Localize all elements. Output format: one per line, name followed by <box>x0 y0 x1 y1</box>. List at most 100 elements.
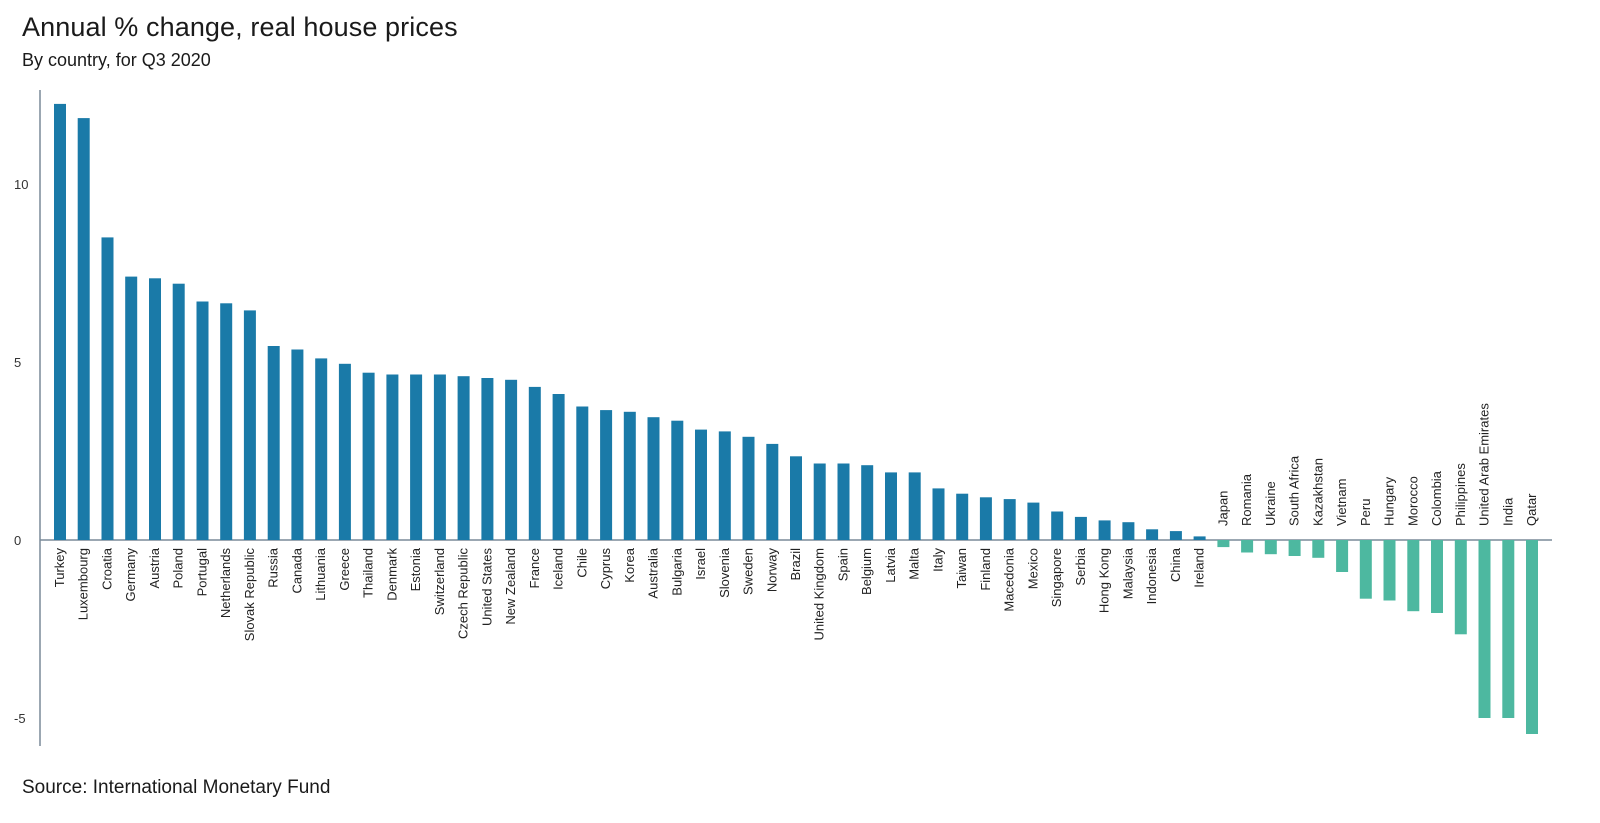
bar-indonesia <box>1146 529 1159 540</box>
bar-thailand <box>362 372 375 540</box>
bar-australia <box>647 417 660 540</box>
x-category-label: Netherlands <box>218 548 233 619</box>
bar-austria <box>149 278 161 540</box>
chart-subtitle: By country, for Q3 2020 <box>22 50 211 70</box>
x-category-label: Poland <box>171 548 186 588</box>
x-category-label: United Arab Emirates <box>1477 403 1492 526</box>
y-tick-label: 10 <box>14 177 28 192</box>
x-category-label: Russia <box>266 547 281 588</box>
bar-finland <box>979 497 992 540</box>
x-category-label: Sweden <box>741 548 756 595</box>
x-category-label: Qatar <box>1524 493 1539 526</box>
x-category-label: Slovenia <box>717 547 732 598</box>
x-axis-labels: Turkey Luxembourg Croatia Germany Austria Pol… <box>52 403 1539 642</box>
bar-hong-kong <box>1098 520 1111 540</box>
bar-italy <box>932 488 945 540</box>
x-category-label: Belgium <box>859 548 874 595</box>
bar-belgium <box>861 465 874 540</box>
x-category-label: China <box>1168 547 1183 582</box>
bar-norway <box>766 443 779 540</box>
x-category-label: Serbia <box>1073 547 1088 585</box>
bar-cyprus <box>600 410 613 540</box>
bar-singapore <box>1051 511 1064 540</box>
bar-hungary <box>1383 540 1396 601</box>
bar-vietnam <box>1336 540 1349 572</box>
bar-bulgaria <box>671 420 684 540</box>
x-category-label: Luxembourg <box>76 548 91 620</box>
bar-croatia <box>101 237 114 540</box>
bar-israel <box>695 429 707 540</box>
bar-morocco <box>1407 540 1420 612</box>
bar-united-states <box>481 378 494 540</box>
x-category-label: Morocco <box>1405 476 1420 526</box>
bar-malaysia <box>1122 522 1135 540</box>
bar-russia <box>267 346 280 540</box>
x-category-label: Czech Republic <box>456 548 471 640</box>
x-category-label: Mexico <box>1025 548 1040 589</box>
bar-greece <box>338 363 351 540</box>
bar-kazakhstan <box>1312 540 1325 558</box>
x-category-label: Austria <box>147 547 162 588</box>
x-category-label: Cyprus <box>598 548 613 590</box>
bar-serbia <box>1074 516 1087 540</box>
bar-luxembourg <box>77 118 90 540</box>
x-category-label: Philippines <box>1453 463 1468 526</box>
bar-brazil <box>790 456 802 540</box>
bars <box>54 103 1538 734</box>
bar-south-africa <box>1288 540 1301 556</box>
x-category-label: Korea <box>622 547 637 582</box>
x-category-label: Estonia <box>408 547 423 591</box>
bar-canada <box>291 349 304 540</box>
x-category-label: Latvia <box>883 547 898 582</box>
x-category-label: Germany <box>123 548 138 602</box>
x-category-label: Thailand <box>361 548 376 598</box>
x-category-label: Kazakhstan <box>1310 458 1325 526</box>
x-category-label: Turkey <box>52 548 67 588</box>
x-category-label: Lithuania <box>313 547 328 601</box>
bar-china <box>1169 531 1182 540</box>
bar-czech-republic <box>457 376 470 540</box>
bar-qatar <box>1526 540 1538 734</box>
x-category-label: Taiwan <box>954 548 969 588</box>
bar-slovak-republic <box>243 310 256 540</box>
x-category-label: Ireland <box>1192 548 1207 588</box>
bar-colombia <box>1431 540 1443 613</box>
bar-macedonia <box>1003 499 1016 540</box>
bar-taiwan <box>956 493 969 540</box>
x-category-label: Australia <box>646 547 661 598</box>
x-category-label: Switzerland <box>432 548 447 615</box>
x-category-label: Peru <box>1358 499 1373 526</box>
bar-chile <box>576 406 589 540</box>
bar-spain <box>837 463 850 540</box>
x-category-label: Denmark <box>384 548 399 601</box>
x-category-label: Bulgaria <box>669 547 684 595</box>
chart-title: Annual % change, real house prices <box>22 12 458 42</box>
x-category-label: Croatia <box>99 547 114 590</box>
bar-portugal <box>196 301 209 540</box>
bar-philippines <box>1454 540 1467 635</box>
x-category-label: France <box>527 548 542 588</box>
bar-united-arab-emirates <box>1478 540 1491 718</box>
x-category-label: Vietnam <box>1334 479 1349 526</box>
bar-ukraine <box>1264 540 1277 555</box>
x-category-label: Brazil <box>788 548 803 581</box>
bar-united-kingdom <box>813 463 826 540</box>
bar-mexico <box>1027 502 1040 540</box>
x-category-label: Romania <box>1239 473 1254 526</box>
bar-sweden <box>742 436 755 540</box>
x-category-label: Greece <box>337 548 352 591</box>
bar-estonia <box>410 374 423 540</box>
bar-iceland <box>552 394 565 540</box>
bar-netherlands <box>220 303 233 540</box>
bar-poland <box>172 283 185 540</box>
bar-denmark <box>386 374 399 540</box>
bar-lithuania <box>315 358 328 540</box>
bar-peru <box>1359 540 1372 599</box>
x-category-label: Slovak Republic <box>242 548 257 642</box>
bar-switzerland <box>433 374 446 540</box>
y-tick-label: -5 <box>14 711 26 726</box>
x-category-label: New Zealand <box>503 548 518 625</box>
x-category-label: Canada <box>289 547 304 593</box>
x-category-label: Malta <box>907 547 922 580</box>
